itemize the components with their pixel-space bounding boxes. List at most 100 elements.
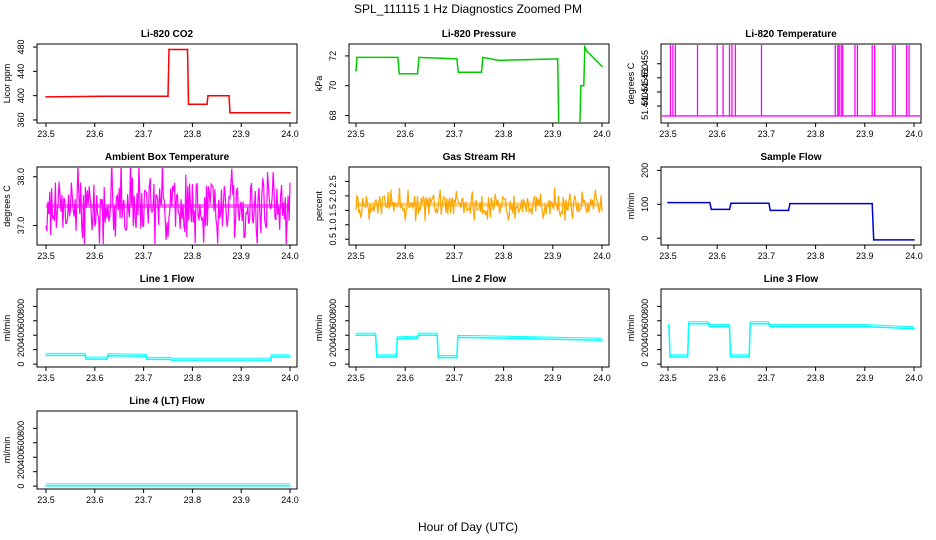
data-point bbox=[45, 96, 47, 98]
plot-area bbox=[667, 321, 915, 358]
data-point bbox=[769, 325, 771, 328]
x-tick-label: 23.9 bbox=[856, 251, 874, 261]
x-tick-label: 23.8 bbox=[184, 495, 202, 505]
data-point bbox=[872, 239, 875, 241]
y-tick-label: 600 bbox=[16, 435, 26, 450]
x-tick-label: 23.8 bbox=[495, 251, 513, 261]
y-axis-label: degrees C bbox=[626, 62, 636, 104]
data-point bbox=[789, 202, 791, 205]
data-point bbox=[397, 56, 399, 59]
data-point bbox=[187, 103, 190, 105]
x-tick-label: 23.5 bbox=[37, 129, 55, 139]
x-tick-label: 23.7 bbox=[135, 373, 153, 383]
x-tick-label: 23.9 bbox=[232, 251, 250, 261]
data-point bbox=[769, 209, 772, 212]
x-tick-label: 23.9 bbox=[544, 373, 562, 383]
data-point bbox=[686, 356, 689, 358]
y-tick-label: 1.5 bbox=[328, 204, 338, 217]
data-point bbox=[502, 337, 505, 339]
y-tick-label: 0 bbox=[640, 362, 650, 367]
x-tick-label: 23.7 bbox=[758, 129, 776, 139]
data-point bbox=[729, 356, 732, 358]
panel-title: Line 2 Flow bbox=[452, 274, 507, 285]
data-point bbox=[601, 65, 603, 68]
series-line bbox=[668, 322, 915, 358]
x-tick-label: 24.0 bbox=[281, 129, 299, 139]
data-point bbox=[395, 356, 398, 358]
x-tick-label: 23.5 bbox=[347, 129, 365, 139]
y-tick-label: 360 bbox=[16, 112, 26, 127]
data-point bbox=[206, 103, 208, 105]
x-tick-label: 23.5 bbox=[37, 495, 55, 505]
y-tick-label: 0 bbox=[16, 484, 26, 489]
series-noise bbox=[668, 321, 915, 356]
data-point bbox=[710, 208, 713, 211]
x-tick-label: 23.8 bbox=[807, 251, 825, 261]
panel-5: Sample Flow 23.5 23.6 23.7 23.8 23.9 24.0 0 100 2… bbox=[626, 152, 923, 261]
y-tick-label: 100 bbox=[640, 197, 650, 212]
panel-9: Line 4 (LT) Flow 23.5 23.6 23.7 23.8 23.9 24.0… bbox=[2, 396, 299, 505]
data-point bbox=[586, 50, 589, 53]
y-tick-label: 480 bbox=[16, 40, 26, 55]
data-point bbox=[580, 84, 582, 87]
x-tick-label: 23.5 bbox=[659, 251, 677, 261]
data-point bbox=[667, 201, 669, 204]
x-tick-label: 23.8 bbox=[495, 129, 513, 139]
data-point bbox=[170, 359, 173, 361]
panel-title: Li-820 Temperature bbox=[745, 29, 837, 40]
y-tick-label: 51.455 bbox=[640, 50, 650, 78]
data-point bbox=[864, 325, 866, 328]
x-tick-label: 24.0 bbox=[905, 129, 923, 139]
x-tick-label: 23.7 bbox=[758, 373, 776, 383]
y-tick-label: 51.450 bbox=[640, 64, 650, 92]
data-point bbox=[582, 84, 585, 87]
series-line bbox=[356, 334, 603, 359]
y-axis-label: kPa bbox=[314, 76, 324, 92]
data-point bbox=[398, 73, 401, 75]
data-point bbox=[601, 339, 603, 342]
y-tick-label: 400 bbox=[16, 450, 26, 465]
panel-title: Line 3 Flow bbox=[764, 274, 819, 285]
y-tick-label: 200 bbox=[640, 342, 650, 357]
data-point bbox=[730, 202, 732, 205]
panel-title: Ambient Box Temperature bbox=[105, 152, 230, 163]
panel-1: Li-820 Pressure 23.5 23.6 23.7 23.8 23.9 24.0 6… bbox=[314, 29, 611, 139]
x-tick-label: 23.5 bbox=[347, 251, 365, 261]
y-axis-label: ml/min bbox=[314, 315, 324, 342]
y-tick-label: 38.0 bbox=[16, 168, 26, 186]
series-noise bbox=[356, 332, 603, 357]
x-tick-label: 23.9 bbox=[232, 129, 250, 139]
x-tick-label: 24.0 bbox=[281, 495, 299, 505]
y-axis-label: ml/min bbox=[2, 437, 12, 464]
data-point bbox=[270, 111, 273, 114]
x-tick-label: 23.6 bbox=[396, 129, 414, 139]
x-tick-label: 23.8 bbox=[807, 373, 825, 383]
data-point bbox=[579, 124, 581, 126]
x-tick-label: 23.9 bbox=[856, 373, 874, 383]
data-point bbox=[437, 356, 439, 359]
data-point bbox=[748, 356, 750, 358]
x-tick-label: 23.6 bbox=[396, 251, 414, 261]
data-point bbox=[103, 95, 106, 98]
y-tick-label: 400 bbox=[16, 88, 26, 103]
data-point bbox=[167, 95, 169, 98]
x-tick-label: 23.6 bbox=[708, 129, 726, 139]
x-tick-label: 23.7 bbox=[135, 129, 153, 139]
panel-frame bbox=[36, 43, 298, 124]
x-tick-label: 23.5 bbox=[37, 373, 55, 383]
panel-3: Ambient Box Temperature 23.5 23.6 23.7 23.8 2… bbox=[2, 152, 299, 261]
y-tick-label: 600 bbox=[328, 313, 338, 328]
data-point bbox=[871, 202, 873, 205]
y-tick-label: 200 bbox=[16, 342, 26, 357]
data-point bbox=[146, 358, 148, 361]
panel-title: Line 1 Flow bbox=[140, 274, 195, 285]
x-tick-label: 23.9 bbox=[856, 129, 874, 139]
panel-4: Gas Stream RH 23.5 23.6 23.7 23.8 23.9 24.0 0.5… bbox=[314, 152, 611, 261]
y-tick-label: 200 bbox=[640, 163, 650, 178]
data-point bbox=[558, 124, 560, 126]
x-tick-label: 23.5 bbox=[347, 373, 365, 383]
plot-area bbox=[355, 45, 603, 126]
plot-area bbox=[45, 352, 291, 361]
y-tick-label: 200 bbox=[328, 342, 338, 357]
